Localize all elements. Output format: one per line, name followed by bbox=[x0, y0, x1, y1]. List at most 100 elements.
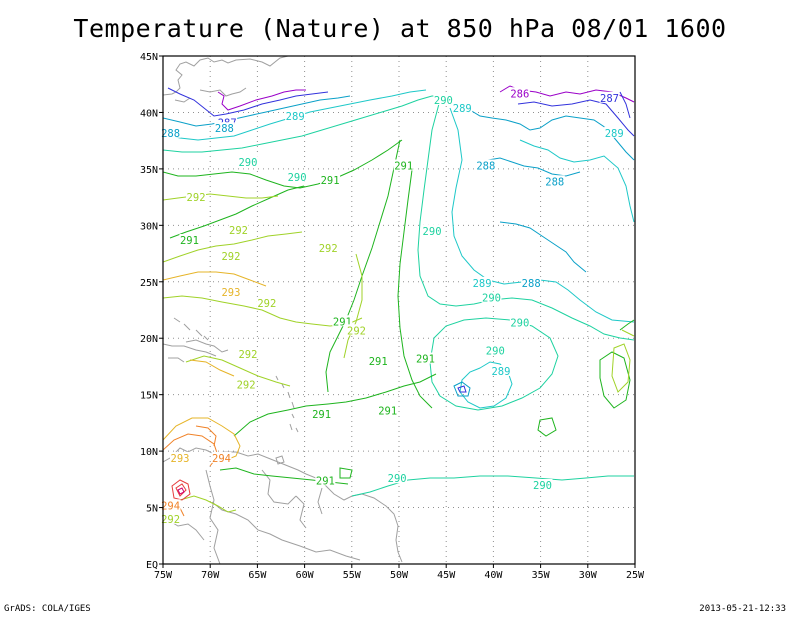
contour-label: 289 bbox=[473, 278, 492, 290]
contour-label-bg bbox=[393, 159, 414, 171]
contour-label-bg bbox=[346, 324, 367, 336]
contour-292 bbox=[185, 355, 291, 387]
border-suriname-guiana bbox=[317, 487, 323, 515]
border-guyana-suriname bbox=[295, 495, 307, 529]
contour-286 bbox=[217, 89, 306, 111]
lat-tick-label: 45N bbox=[140, 52, 158, 63]
contour-289 bbox=[459, 361, 513, 409]
border-colombia-venezuela bbox=[205, 469, 221, 564]
contour-label-bg bbox=[311, 407, 332, 419]
contour-288 bbox=[457, 385, 467, 393]
contour-label-bg bbox=[318, 241, 339, 253]
contour-label: 292 bbox=[257, 298, 276, 310]
contour-label-bg bbox=[237, 156, 258, 168]
contour-label-bg bbox=[368, 354, 389, 366]
contour-293 bbox=[163, 417, 241, 461]
contour-288 bbox=[163, 95, 351, 127]
contour-291 bbox=[325, 139, 401, 393]
contour-label-bg bbox=[220, 285, 241, 297]
coastline-bahamas bbox=[173, 317, 209, 341]
contour-291 bbox=[169, 185, 305, 239]
contour-292 bbox=[163, 193, 279, 201]
contour-label-bg bbox=[599, 91, 620, 103]
contour-label: 291 bbox=[180, 235, 199, 247]
contour-label-bg bbox=[481, 291, 502, 303]
island-barbados bbox=[295, 427, 299, 433]
lat-tick-label: 15N bbox=[140, 391, 158, 402]
lon-tick-label: 25W bbox=[626, 570, 645, 581]
map-title: Temperature (Nature) at 850 hPa 08/01 16… bbox=[73, 14, 727, 43]
lon-tick-label: 45W bbox=[437, 570, 456, 581]
coastline-south-america bbox=[163, 447, 403, 563]
contour-label-bg bbox=[422, 224, 443, 236]
coastlines bbox=[163, 56, 403, 564]
contour-294 bbox=[195, 425, 217, 447]
lat-tick-label: 5N bbox=[146, 504, 158, 515]
contour-label: 290 bbox=[533, 480, 552, 492]
contour-label: 292 bbox=[347, 325, 366, 337]
contour-label-bg bbox=[521, 276, 542, 288]
border-colombia-peru bbox=[167, 519, 205, 541]
contour-292 bbox=[163, 231, 303, 263]
contour-label-bg bbox=[320, 174, 341, 186]
contour-label-bg bbox=[387, 472, 408, 484]
contour-label-bg bbox=[287, 170, 308, 182]
contour-label-bg bbox=[509, 316, 530, 328]
contour-287 bbox=[517, 99, 635, 137]
lat-tick-label: 25N bbox=[140, 278, 158, 289]
lat-tick-label: 30N bbox=[140, 221, 158, 232]
lon-tick-label: 75W bbox=[154, 570, 173, 581]
timestamp: 2013-05-21-12:33 bbox=[699, 604, 786, 614]
contour-291 bbox=[397, 169, 433, 409]
contour-291 bbox=[339, 467, 353, 479]
contour-label: 290 bbox=[238, 157, 257, 169]
contour-293 bbox=[163, 271, 267, 287]
contour-label-bg bbox=[433, 94, 454, 106]
contour-288 bbox=[499, 221, 587, 273]
grads-credit: GrADS: COLA/IGES bbox=[4, 604, 91, 614]
contour-label-bg bbox=[509, 87, 530, 99]
contour-label: 288 bbox=[215, 123, 234, 135]
contour-290 bbox=[417, 99, 635, 341]
contour-label: 288 bbox=[522, 278, 541, 290]
contour-label: 287 bbox=[600, 93, 619, 105]
contour-label: 291 bbox=[378, 405, 397, 417]
contour-label-bg bbox=[415, 352, 436, 364]
contour-289 bbox=[519, 139, 635, 223]
contour-label-bg bbox=[452, 101, 473, 113]
lat-tick-label: EQ bbox=[146, 560, 158, 571]
lon-tick-label: 70W bbox=[201, 570, 220, 581]
contour-label: 292 bbox=[161, 514, 180, 526]
lon-tick-label: 55W bbox=[343, 570, 362, 581]
contour-290 bbox=[351, 475, 634, 497]
contour-label: 292 bbox=[238, 349, 257, 361]
contour-292 bbox=[621, 329, 635, 337]
contour-label: 294 bbox=[212, 453, 231, 465]
contour-label: 289 bbox=[453, 103, 472, 115]
contour-label-bg bbox=[377, 404, 398, 416]
lat-tick-label: 35N bbox=[140, 165, 158, 176]
contour-290 bbox=[163, 95, 446, 153]
contour-295 bbox=[171, 479, 191, 501]
contour-label-bg bbox=[604, 126, 625, 138]
contour-label-bg bbox=[485, 344, 506, 356]
contour-label-bg bbox=[217, 116, 238, 128]
contour-label: 294 bbox=[161, 500, 180, 512]
contour-label-bg bbox=[220, 249, 241, 261]
contour-label-bg bbox=[236, 378, 257, 390]
contour-287 bbox=[619, 91, 631, 119]
coastline-jamaica bbox=[168, 357, 185, 363]
contour-label: 290 bbox=[423, 226, 442, 238]
contour-label-bg bbox=[160, 126, 181, 138]
contour-label-bg bbox=[211, 451, 232, 463]
contour-label: 291 bbox=[416, 354, 435, 366]
border-venezuela-guyana bbox=[261, 469, 297, 505]
island-trinidad bbox=[275, 455, 285, 465]
contour-291 bbox=[599, 351, 631, 409]
contour-label-bg bbox=[160, 512, 181, 524]
contour-label: 293 bbox=[171, 453, 190, 465]
contour-label-bg bbox=[179, 234, 200, 246]
contour-label: 290 bbox=[510, 317, 529, 329]
coastline-gulf-of-maine bbox=[199, 87, 247, 97]
